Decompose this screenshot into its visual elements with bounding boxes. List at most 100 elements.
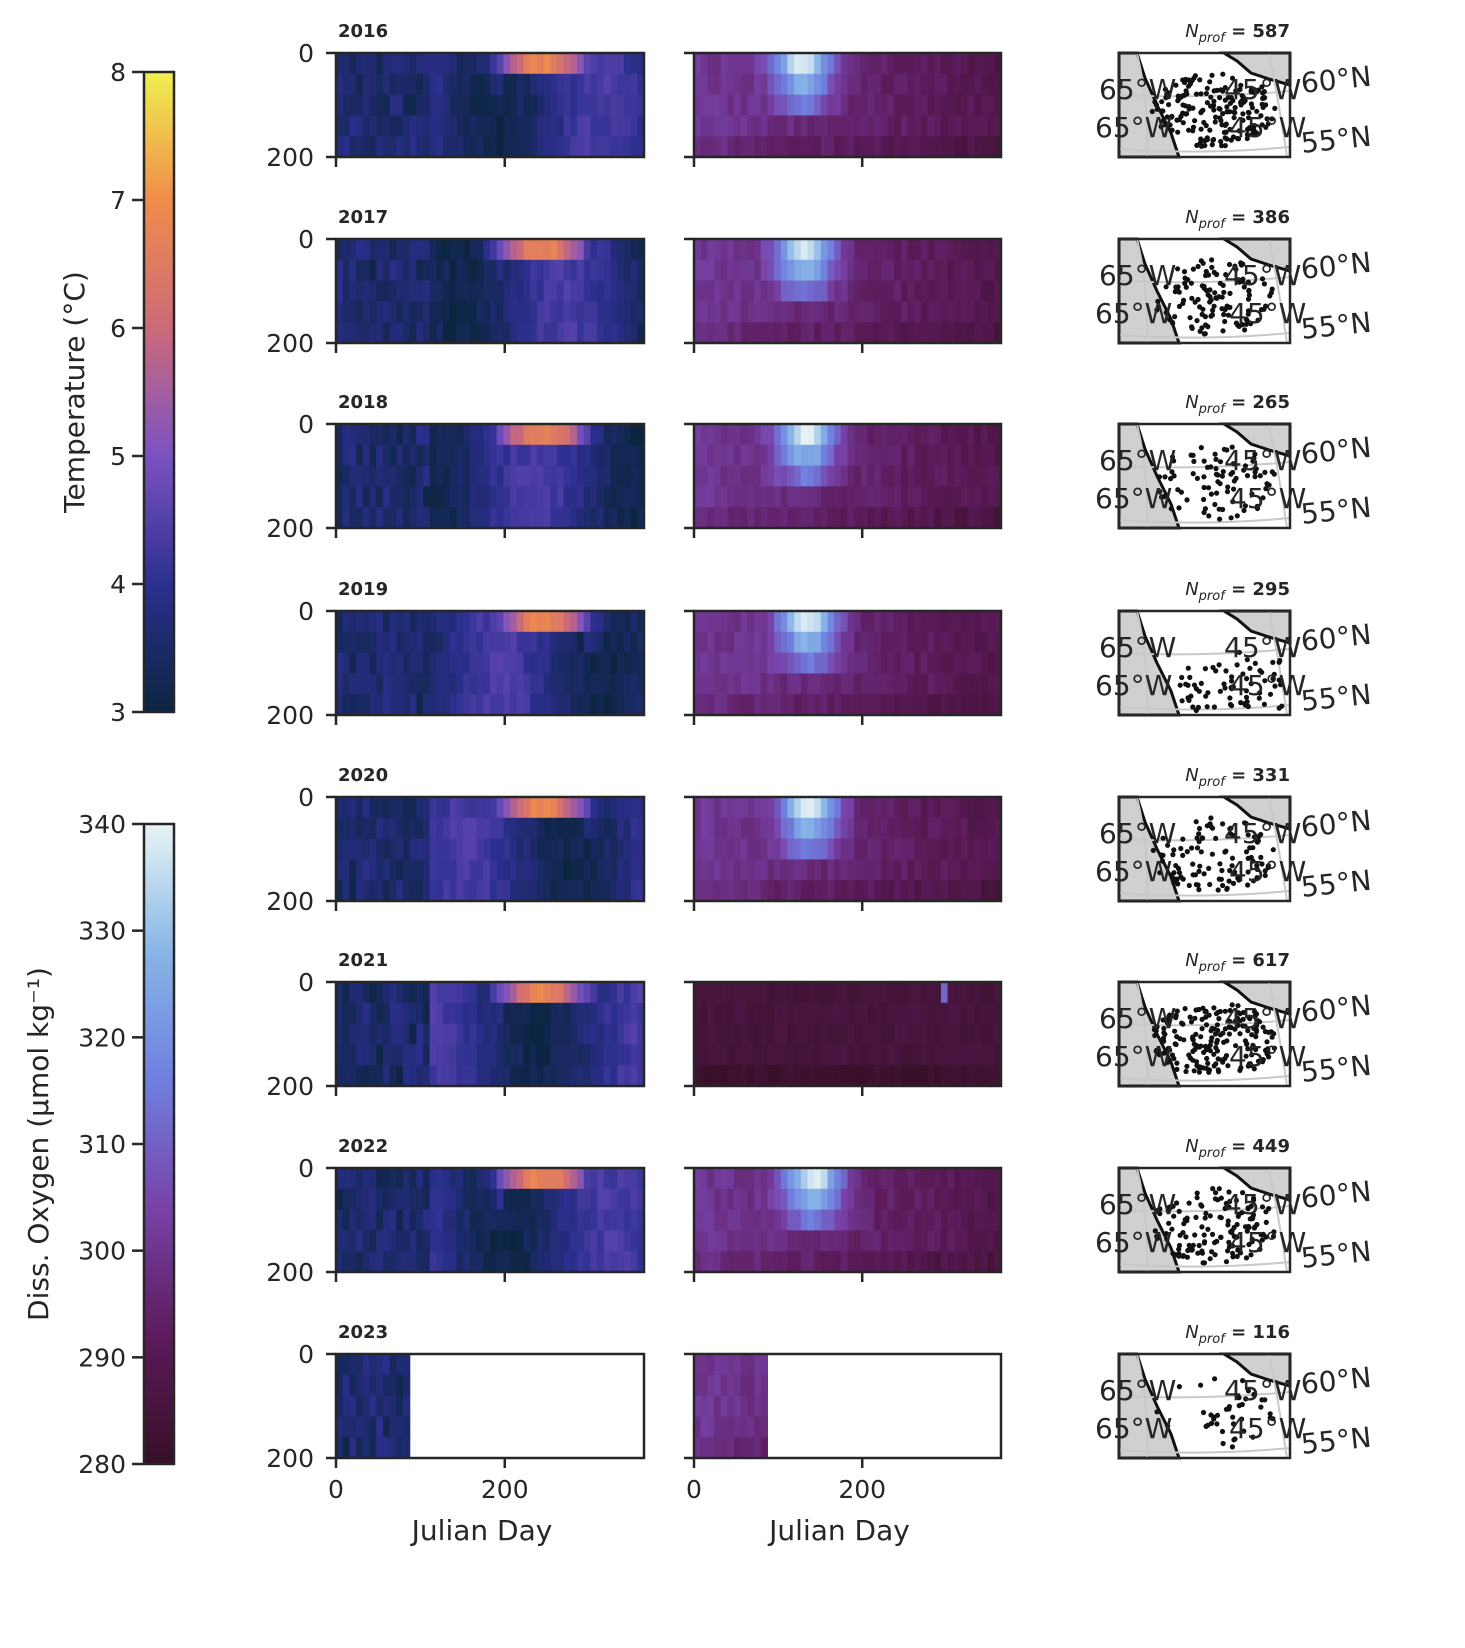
profile-dot: [1269, 286, 1275, 292]
heatmap-cell: [550, 136, 558, 158]
profile-dot: [1217, 95, 1223, 101]
heatmap-cell: [456, 797, 464, 819]
profile-dot: [1152, 1032, 1158, 1039]
heatmap-cell: [523, 1251, 531, 1273]
profile-dot: [1180, 120, 1186, 126]
heatmap-cell: [760, 1188, 768, 1211]
heatmap-cell: [720, 507, 728, 529]
heatmap-cell: [700, 301, 708, 323]
heatmap-cell: [449, 694, 458, 716]
heatmap-cell: [349, 136, 357, 158]
heatmap-cell: [767, 673, 775, 695]
profile-dot: [1229, 863, 1235, 869]
heatmap-cell: [700, 838, 708, 860]
heatmap-cell: [820, 424, 829, 446]
heatmap-cell: [967, 817, 975, 840]
profile-dot: [1257, 690, 1263, 696]
heatmap-cell: [694, 1230, 702, 1252]
heatmap-cell: [947, 73, 955, 96]
heatmap-cell: [530, 880, 538, 902]
heatmap-cell: [577, 631, 585, 654]
heatmap-cell: [740, 631, 748, 654]
heatmap-cell: [510, 1251, 518, 1273]
heatmap-cell: [429, 673, 437, 695]
heatmap-cell: [787, 53, 795, 75]
heatmap-cell: [617, 859, 625, 881]
heatmap-cell: [880, 1251, 889, 1273]
heatmap-cell: [610, 465, 618, 487]
heatmap-cell: [369, 838, 377, 860]
heatmap-cell: [894, 507, 902, 529]
heatmap-cell: [342, 1437, 350, 1459]
profile-dot: [1199, 1016, 1205, 1023]
heatmap-cell: [987, 1023, 995, 1045]
heatmap-cell: [382, 880, 391, 902]
heatmap-cell: [914, 1044, 922, 1066]
heatmap-cell: [907, 880, 915, 902]
heatmap-cell: [403, 1188, 411, 1211]
heatmap-cell: [740, 982, 748, 1004]
oxygen-section: [694, 53, 1002, 158]
heatmap-cell: [940, 631, 949, 654]
heatmap-cell: [356, 259, 364, 282]
heatmap-cell: [867, 1188, 875, 1211]
heatmap-cell: [429, 424, 437, 446]
heatmap-cell: [396, 1209, 404, 1231]
heatmap-cell: [854, 115, 862, 137]
heatmap-cell: [927, 136, 935, 158]
profile-dot: [1240, 1190, 1246, 1196]
heatmap-cell: [860, 1188, 869, 1211]
heatmap-cell: [867, 1023, 875, 1045]
heatmap-cell: [974, 1044, 982, 1066]
heatmap-cell: [583, 1002, 591, 1025]
heatmap-cell: [920, 673, 929, 695]
profile-dot: [1205, 485, 1212, 491]
heatmap-cell: [483, 859, 491, 881]
heatmap-cell: [409, 301, 417, 323]
heatmap-cell: [981, 1209, 989, 1231]
heatmap-cell: [617, 73, 625, 96]
heatmap-cell: [476, 73, 484, 96]
heatmap-cell: [707, 797, 715, 819]
heatmap-cell: [396, 838, 404, 860]
heatmap-cell: [827, 880, 835, 902]
heatmap-cell: [840, 115, 849, 137]
heatmap-cell: [409, 1002, 417, 1025]
heatmap-cell: [570, 301, 578, 323]
heatmap-cell: [496, 1044, 504, 1066]
heatmap-cell: [396, 1188, 404, 1211]
heatmap-cell: [800, 1065, 809, 1087]
heatmap-cell: [449, 53, 458, 75]
heatmap-cell: [754, 136, 762, 158]
heatmap-cell: [994, 73, 1002, 96]
heatmap-cell: [954, 1023, 962, 1045]
heatmap-cell: [747, 817, 755, 840]
heatmap-cell: [510, 1065, 518, 1087]
heatmap-cell: [787, 1251, 795, 1273]
map-frame: [1117, 1352, 1292, 1460]
heatmap-cell: [827, 673, 835, 695]
axes-frame: [692, 51, 1003, 159]
heatmap-cell: [780, 838, 789, 860]
heatmap-cell: [530, 301, 538, 323]
heatmap-cell: [747, 1209, 755, 1231]
heatmap-cell: [734, 631, 742, 654]
profile-dot: [1186, 1200, 1192, 1206]
heatmap-cell: [874, 424, 882, 446]
heatmap-cell: [557, 1251, 565, 1273]
heatmap-cell: [496, 507, 504, 529]
heatmap-cell: [376, 259, 384, 282]
heatmap-cell: [563, 259, 571, 282]
heatmap-cell: [714, 444, 722, 467]
heatmap-cell: [516, 301, 525, 323]
heatmap-cell: [807, 611, 815, 633]
heatmap-cell: [760, 444, 768, 467]
heatmap-cell: [503, 797, 511, 819]
x-tick-label: 200: [838, 1475, 886, 1504]
profile-dot: [1234, 662, 1240, 668]
heatmap-cell: [707, 239, 715, 261]
profile-dot: [1201, 1049, 1207, 1055]
heatmap-cell: [940, 94, 949, 116]
profile-dot: [1267, 1415, 1273, 1421]
heatmap-cell: [476, 115, 484, 137]
